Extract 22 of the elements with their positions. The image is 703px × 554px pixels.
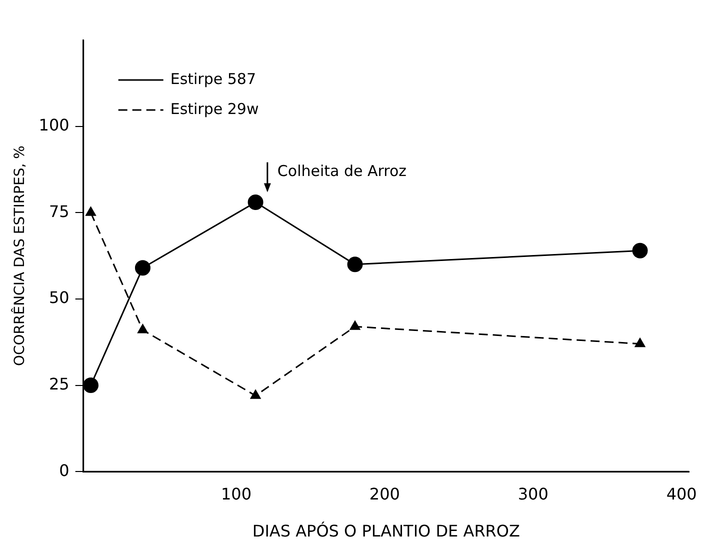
point xyxy=(138,324,148,334)
y-tick-label: 100 xyxy=(38,115,70,134)
x-tick-label: 400 xyxy=(666,484,697,504)
point xyxy=(350,320,360,330)
y-tick-label: 0 xyxy=(59,460,70,480)
y-tick-label: 75 xyxy=(48,202,70,221)
y-tick-label: 50 xyxy=(48,288,70,308)
y-tick-label: 25 xyxy=(48,374,70,394)
legend-label: Estirpe 587 xyxy=(170,70,256,88)
point xyxy=(134,260,150,276)
point xyxy=(250,390,261,399)
point xyxy=(347,256,363,272)
x-axis-title: DIAS APÓS O PLANTIO DE ARROZ xyxy=(252,522,520,541)
point xyxy=(248,194,264,210)
x-tick-label: 100 xyxy=(220,484,252,504)
x-tick-label: 200 xyxy=(369,484,400,504)
y-axis-title: OCORRÊNCIA DAS ESTIRPES, % xyxy=(11,146,28,366)
point xyxy=(632,242,648,258)
point xyxy=(634,338,646,348)
legend-label: Estirpe 29w xyxy=(170,100,259,118)
annotation: Colheita de Arroz xyxy=(277,162,407,180)
x-tick-label: 300 xyxy=(518,484,548,504)
